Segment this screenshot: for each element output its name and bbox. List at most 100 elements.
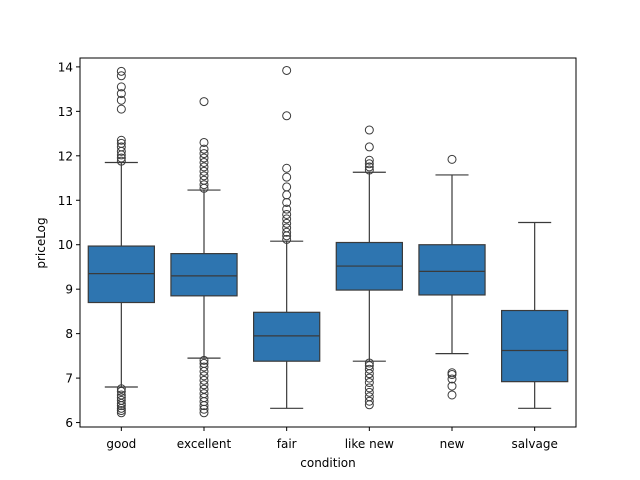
outlier-point — [199, 380, 209, 390]
outlier-point — [116, 66, 126, 76]
x-tick-label: good — [106, 437, 136, 451]
outlier-point — [364, 361, 374, 371]
outlier-point — [282, 163, 292, 173]
outlier-point — [199, 162, 209, 172]
outlier-point — [116, 89, 126, 99]
outlier-point — [199, 175, 209, 185]
outlier-point — [282, 172, 292, 182]
outlier-point — [116, 71, 126, 81]
outlier-point — [447, 390, 457, 400]
box-iqr — [170, 253, 238, 297]
outlier-point — [364, 162, 374, 172]
outlier-point — [116, 82, 126, 92]
outlier-point — [282, 65, 292, 75]
outlier-point — [116, 142, 126, 152]
outlier-point — [282, 214, 292, 224]
y-tick-label: 12 — [58, 149, 73, 163]
box-group — [335, 125, 403, 410]
x-tick-label: excellent — [177, 437, 232, 451]
box-group — [170, 97, 238, 418]
outlier-point — [199, 408, 209, 418]
outlier-point — [364, 125, 374, 135]
outlier-point — [116, 95, 126, 105]
plot-area — [87, 65, 569, 418]
y-tick-label: 9 — [65, 283, 73, 297]
outlier-point — [116, 395, 126, 405]
y-tick-label: 11 — [58, 194, 73, 208]
y-tick-label: 6 — [65, 416, 73, 430]
outlier-point — [116, 393, 126, 403]
outlier-point — [364, 378, 374, 388]
box-group — [418, 154, 486, 400]
outlier-point — [364, 396, 374, 406]
outlier-point — [447, 368, 457, 378]
outlier-point — [199, 371, 209, 381]
outlier-point — [282, 234, 292, 244]
outlier-point — [199, 171, 209, 181]
box-group — [87, 66, 156, 418]
outlier-point — [364, 387, 374, 397]
y-tick-label: 14 — [58, 60, 73, 74]
box-group — [501, 221, 569, 409]
outlier-point — [364, 373, 374, 383]
outlier-point — [282, 190, 292, 200]
outlier-point — [199, 97, 209, 107]
x-tick-label: like new — [345, 437, 394, 451]
outlier-point — [364, 142, 374, 152]
outlier-point — [199, 149, 209, 159]
outlier-point — [364, 383, 374, 393]
outlier-point — [364, 165, 374, 175]
outlier-point — [364, 364, 374, 374]
outlier-point — [447, 381, 457, 391]
outlier-point — [199, 180, 209, 190]
outlier-point — [116, 384, 126, 394]
x-axis-label: condition — [300, 456, 355, 470]
outlier-point — [199, 137, 209, 147]
outlier-point — [116, 138, 126, 148]
x-tick-label: fair — [277, 437, 297, 451]
outlier-point — [447, 374, 457, 384]
plot-frame — [79, 57, 577, 428]
outlier-point — [116, 156, 126, 166]
outlier-point — [199, 362, 209, 372]
outlier-point — [116, 390, 126, 400]
outlier-point — [199, 389, 209, 399]
outlier-point — [282, 227, 292, 237]
box-iqr — [253, 311, 321, 362]
outlier-point — [199, 157, 209, 167]
outlier-point — [199, 355, 209, 365]
y-tick-label: 7 — [65, 372, 73, 386]
y-tick-label: 8 — [65, 327, 73, 341]
outlier-point — [116, 153, 126, 163]
outlier-point — [282, 209, 292, 219]
outlier-point — [199, 384, 209, 394]
y-tick-label: 10 — [58, 238, 73, 252]
outlier-point — [116, 386, 126, 396]
outlier-point — [199, 153, 209, 163]
outlier-point — [364, 155, 374, 165]
outlier-point — [116, 104, 126, 114]
outlier-point — [282, 223, 292, 233]
outlier-point — [116, 135, 126, 145]
box-group — [253, 65, 321, 409]
outlier-point — [364, 159, 374, 169]
y-axis-label: priceLog — [34, 217, 48, 268]
outlier-point — [364, 392, 374, 402]
outlier-point — [282, 218, 292, 228]
outlier-point — [447, 154, 457, 164]
axes: 6 7 8 9 10 11 12 13 14 good excellent fair like new n… — [58, 60, 558, 451]
box-iqr — [87, 245, 156, 304]
outlier-point — [364, 358, 374, 368]
outlier-point — [282, 111, 292, 121]
outlier-point — [199, 375, 209, 385]
box-iqr — [418, 244, 486, 296]
outlier-point — [282, 204, 292, 214]
outlier-point — [199, 166, 209, 176]
outlier-point — [116, 408, 126, 418]
x-tick-label: new — [440, 437, 465, 451]
outlier-point — [199, 358, 209, 368]
outlier-point — [282, 182, 292, 192]
box-iqr — [501, 309, 569, 383]
y-tick-label: 13 — [58, 105, 73, 119]
